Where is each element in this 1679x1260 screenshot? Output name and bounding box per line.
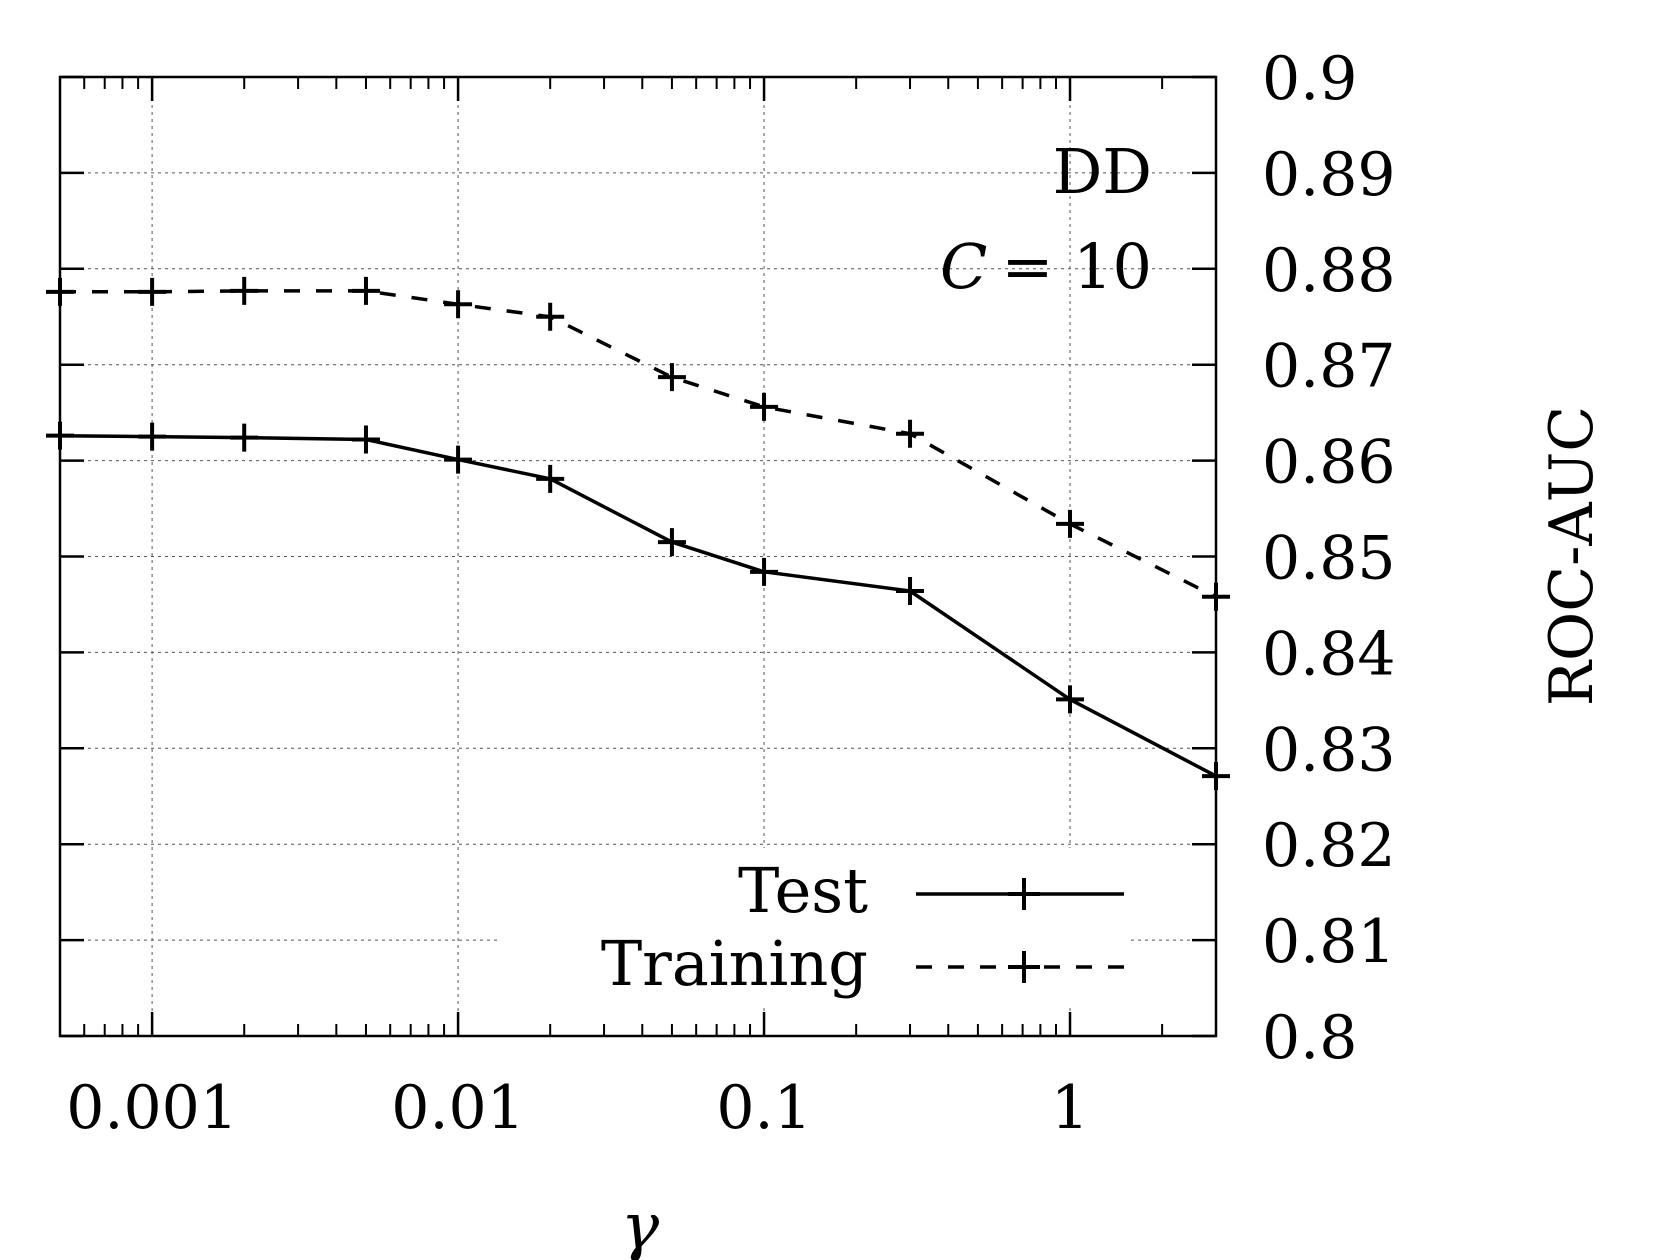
- c-symbol: C: [940, 230, 987, 303]
- legend-marker-training: [1008, 951, 1040, 983]
- y-tick-label: 0.87: [1262, 332, 1396, 402]
- minor-ticks: [83, 77, 1164, 1036]
- series-group: [46, 276, 1230, 791]
- legend: Test Training: [500, 848, 1130, 1008]
- data-point-test: [351, 425, 380, 454]
- c-value-annotation: C = 10: [940, 230, 1152, 303]
- y-tick-label: 0.89: [1262, 140, 1396, 210]
- data-point-test: [536, 464, 565, 493]
- data-point-test: [750, 557, 779, 586]
- y-tick-label: 0.81: [1262, 907, 1396, 977]
- dataset-annotation: DD: [1053, 135, 1152, 208]
- y-tick-label: 0.83: [1262, 715, 1396, 785]
- data-point-test: [444, 445, 473, 474]
- series-line-test: [59, 433, 1217, 778]
- y-tick-label: 0.8: [1262, 1003, 1357, 1073]
- data-point-training: [896, 419, 925, 448]
- x-tick-label: 0.01: [391, 1073, 525, 1143]
- x-tick-label: 0.001: [66, 1073, 238, 1143]
- y-tick-label: 0.84: [1262, 619, 1396, 689]
- data-point-test: [230, 423, 259, 452]
- legend-label-test: Test: [738, 854, 868, 927]
- data-point-test: [896, 577, 925, 606]
- series-line-training: [60, 289, 1217, 599]
- data-point-training: [657, 363, 686, 392]
- y-tick-label: 0.85: [1262, 524, 1396, 594]
- data-point-training: [230, 276, 259, 305]
- y-tick-label: 0.88: [1262, 236, 1396, 306]
- data-point-training: [444, 290, 473, 319]
- data-point-training: [750, 392, 779, 421]
- y-tick-labels: 0.8 0.81 0.82 0.83 0.84 0.85 0.86 0.87 0.88 0.89 0…: [1262, 44, 1396, 1073]
- x-tick-labels: 0.001 0.01 0.1 1: [66, 1073, 1089, 1143]
- data-point-training: [138, 277, 167, 306]
- x-tick-label: 0.1: [716, 1073, 811, 1143]
- c-equals: = 10: [1001, 230, 1152, 303]
- legend-marker-test: [1008, 878, 1040, 910]
- y-tick-label: 0.86: [1262, 428, 1396, 498]
- data-point-training: [351, 276, 380, 305]
- data-point-test: [657, 528, 686, 557]
- legend-label-training: Training: [601, 927, 868, 1000]
- y-tick-label: 0.9: [1262, 44, 1357, 114]
- x-axis-label: γ: [621, 1190, 660, 1260]
- data-point-training: [536, 302, 565, 331]
- data-point-training: [1056, 509, 1085, 538]
- y-tick-label: 0.82: [1262, 811, 1396, 881]
- data-point-test: [1056, 685, 1085, 714]
- x-tick-label: 1: [1051, 1073, 1089, 1143]
- plot-frame: [58, 75, 1218, 1038]
- y-axis-label: ROC-AUC: [1537, 406, 1607, 706]
- data-point-test: [138, 422, 167, 451]
